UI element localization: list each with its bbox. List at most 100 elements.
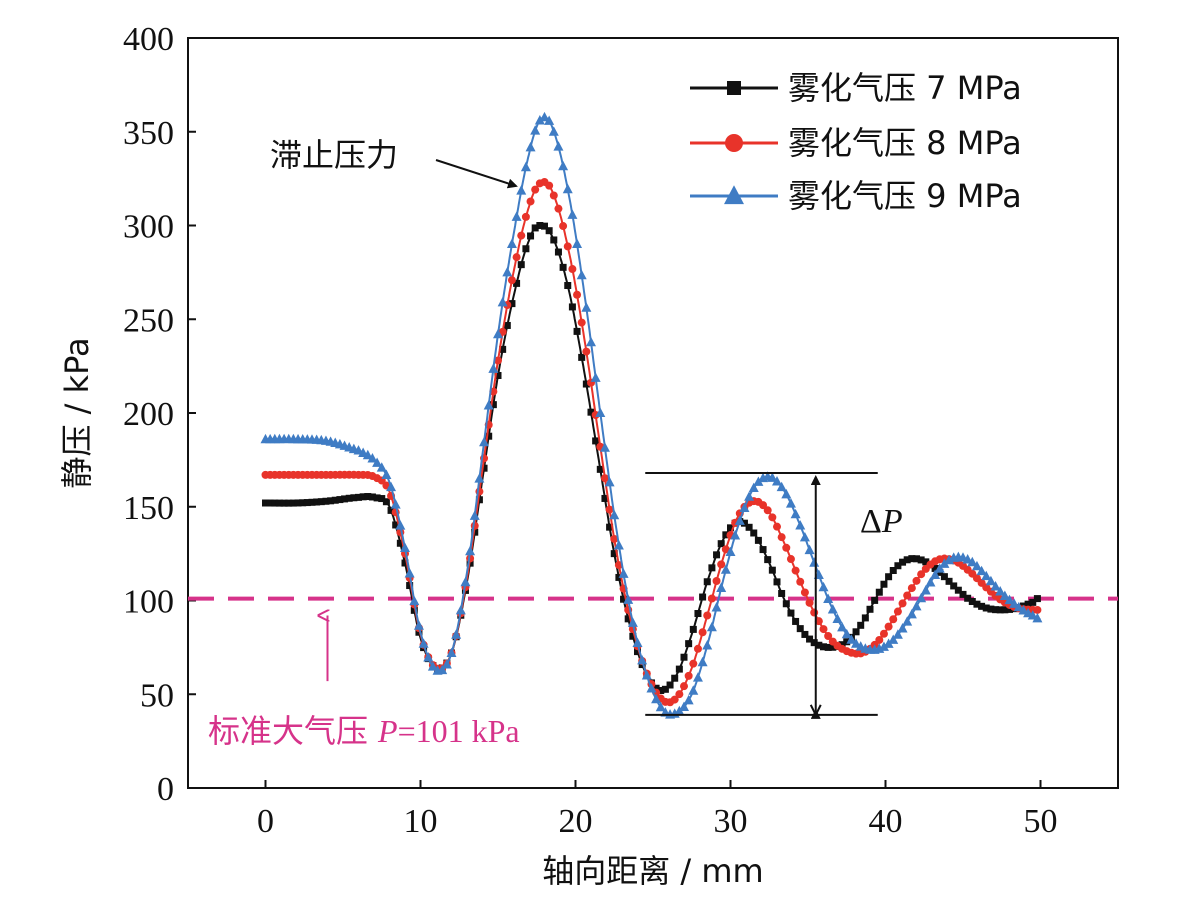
data-point [465,545,476,556]
data-point [698,628,707,637]
data-point [716,582,727,592]
legend-item-9mpa: 雾化气压 9 MPa [690,177,1022,215]
legend-marker-square [727,81,741,95]
data-point [499,345,507,353]
data-point [878,641,889,651]
x-tick-label: 20 [559,803,593,840]
data-point [759,501,768,510]
data-point [725,546,736,557]
data-point [609,509,620,520]
data-point [601,494,609,502]
x-tick-label: 10 [404,803,438,840]
x-tick-label: 40 [869,803,903,840]
data-point [764,556,772,564]
data-point [629,632,637,640]
data-point [981,570,992,581]
data-point [754,536,762,544]
data-point [917,556,925,564]
data-point [866,605,874,613]
data-point [345,494,353,502]
data-point [1004,594,1015,605]
data-point [531,224,539,232]
data-point [410,606,418,614]
data-point [483,399,494,410]
data-point [799,531,810,542]
data-point [539,111,550,122]
delta-p-arrow-head [809,704,822,718]
data-point [545,181,554,190]
data-point [322,497,330,505]
data-point [727,81,741,95]
data-point [559,222,568,231]
data-point [903,556,911,564]
data-point [485,432,493,440]
data-point [871,596,879,604]
data-point [364,493,372,501]
data-point [666,681,674,689]
data-point [675,690,684,699]
data-point [990,581,1001,591]
data-point [922,558,930,566]
legend-marker-circle [725,134,743,152]
data-point [623,594,634,604]
data-point [1006,605,1013,613]
data-point [861,614,869,622]
legend-label-9mpa: 雾化气压 9 MPa [788,177,1022,215]
data-point [707,594,716,603]
data-point [1001,606,1009,614]
data-point [699,593,707,601]
data-point [498,327,507,336]
data-point [303,499,311,507]
data-point [722,531,730,539]
data-point [846,634,857,644]
data-point [406,582,414,590]
data-point [368,493,376,501]
data-point [679,701,689,711]
data-point [372,457,383,467]
data-point [931,564,939,572]
data-point [782,543,791,552]
data-point [493,328,503,339]
data-point [706,621,717,632]
data-point [341,495,349,503]
data-point [661,685,669,693]
data-point [711,602,722,612]
data-point [317,498,325,506]
data-point [683,694,694,705]
data-point [906,608,917,619]
data-point [750,529,758,537]
data-point [331,496,339,504]
data-point [437,664,448,675]
data-point [897,623,908,633]
data-point [568,303,576,311]
data-point [702,640,713,650]
data-point [913,555,920,563]
series-triangle [260,111,1043,719]
series-square [262,222,1041,694]
data-point [581,302,592,312]
data-point [455,604,466,615]
data-point [488,363,499,373]
data-point [327,497,335,505]
data-point [959,590,967,598]
data-point [362,449,373,460]
data-point [517,261,525,269]
data-point [489,401,497,409]
data-point [759,546,767,554]
data-point [657,687,665,694]
data-point [637,654,648,665]
data-point [271,499,279,507]
atmospheric-label-var: P [377,713,398,749]
data-point [950,582,958,590]
data-point [692,672,703,682]
data-point [801,630,809,638]
data-point [694,610,702,618]
annotation-group [645,472,878,719]
data-point [875,588,883,596]
data-point [996,606,1004,614]
data-point [725,134,743,152]
data-point [713,551,721,559]
data-point [517,231,526,240]
data-point [727,524,734,532]
data-point [781,488,792,499]
